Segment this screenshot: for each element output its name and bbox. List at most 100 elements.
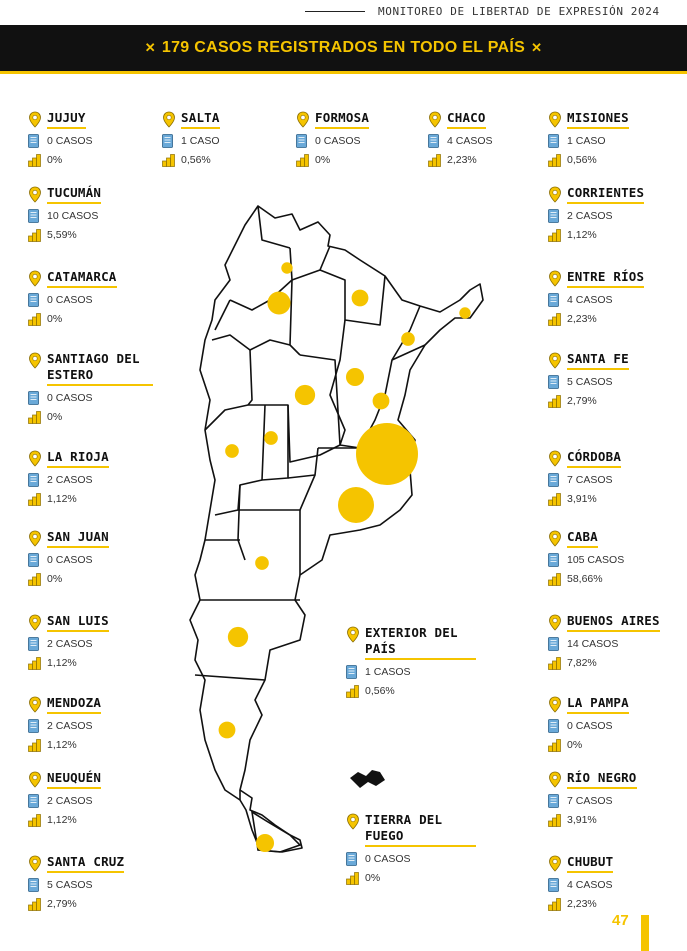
book-icon (162, 134, 173, 148)
province-catamarca: CATAMARCA 0 CASOS 0% (28, 269, 153, 326)
coins-icon (548, 572, 561, 586)
bubble-caba (356, 423, 418, 485)
location-pin-icon (162, 111, 176, 128)
location-pin-icon (428, 111, 442, 128)
province-santa-cruz: SANTA CRUZ 5 CASOS 2,79% (28, 854, 153, 911)
case-percentage: 0% (365, 872, 381, 884)
book-icon (28, 719, 39, 733)
coins-icon (548, 312, 561, 326)
location-pin-icon (548, 450, 562, 467)
province-name: CHUBUT (567, 854, 614, 873)
coins-icon (28, 656, 41, 670)
book-icon (548, 209, 559, 223)
province-buenos-aires: BUENOS AIRES 14 CASOS 7,82% (548, 613, 678, 670)
case-count: 1 CASOS (365, 666, 411, 678)
province-name: CORRIENTES (567, 185, 645, 204)
province-santiago-del-estero: SANTIAGO DEL ESTERO 0 CASOS 0% (28, 351, 153, 424)
book-icon (548, 293, 559, 307)
case-count: 14 CASOS (567, 638, 619, 650)
location-pin-icon (548, 614, 562, 631)
location-pin-icon (548, 855, 562, 872)
case-count: 1 CASO (181, 135, 220, 147)
case-count: 0 CASOS (567, 720, 613, 732)
bubble-cordoba (294, 384, 316, 406)
province-name: SANTIAGO DEL ESTERO (47, 351, 153, 386)
province-name: SAN JUAN (47, 529, 109, 548)
case-percentage: 0% (47, 154, 63, 166)
bubble-corrientes (401, 332, 415, 346)
case-count: 105 CASOS (567, 554, 625, 566)
case-percentage: 58,66% (567, 573, 603, 585)
coins-icon (28, 492, 41, 506)
header-rule (305, 11, 365, 12)
case-count: 4 CASOS (567, 879, 613, 891)
province-name: EXTERIOR DEL PAÍS (365, 625, 476, 660)
coins-icon (28, 153, 41, 167)
location-pin-icon (28, 111, 42, 128)
book-icon (28, 473, 39, 487)
book-icon (28, 209, 39, 223)
coins-icon (28, 410, 41, 424)
case-count: 0 CASOS (365, 853, 411, 865)
province-name: CABA (567, 529, 598, 548)
province-cordoba: CÓRDOBA 7 CASOS 3,91% (548, 449, 673, 506)
province-name: CÓRDOBA (567, 449, 622, 468)
case-count: 0 CASOS (47, 554, 93, 566)
bubble-rio-negro (227, 626, 249, 648)
case-percentage: 1,12% (47, 657, 77, 669)
location-pin-icon (28, 530, 42, 547)
case-count: 0 CASOS (315, 135, 361, 147)
province-rio-negro: RÍO NEGRO 7 CASOS 3,91% (548, 770, 673, 827)
province-name: FORMOSA (315, 110, 370, 129)
case-count: 0 CASOS (47, 135, 93, 147)
province-chaco: CHACO 4 CASOS 2,23% (428, 110, 553, 167)
coins-icon (548, 153, 561, 167)
coins-icon (548, 897, 561, 911)
bubble-san-luis (264, 431, 278, 445)
case-percentage: 2,79% (47, 898, 77, 910)
location-pin-icon (548, 111, 562, 128)
location-pin-icon (548, 530, 562, 547)
case-count: 7 CASOS (567, 474, 613, 486)
case-count: 2 CASOS (47, 795, 93, 807)
bubble-santa-cruz (255, 833, 275, 853)
book-icon (296, 134, 307, 148)
book-icon (28, 553, 39, 567)
case-percentage: 2,23% (447, 154, 477, 166)
bubble-santa-fe (345, 367, 365, 387)
book-icon (28, 878, 39, 892)
province-name: SAN LUIS (47, 613, 109, 632)
case-count: 0 CASOS (47, 392, 93, 404)
province-neuquen: NEUQUÉN 2 CASOS 1,12% (28, 770, 153, 827)
bubble-chaco (351, 289, 369, 307)
coins-icon (296, 153, 309, 167)
malvinas-shape (350, 770, 385, 788)
case-percentage: 1,12% (47, 493, 77, 505)
province-san-luis: SAN LUIS 2 CASOS 1,12% (28, 613, 153, 670)
province-chubut: CHUBUT 4 CASOS 2,23% (548, 854, 673, 911)
book-icon (28, 293, 39, 307)
bubble-chubut (218, 721, 236, 739)
bubble-salta (281, 262, 293, 274)
case-percentage: 2,23% (567, 898, 597, 910)
location-pin-icon (28, 352, 42, 369)
location-pin-icon (548, 270, 562, 287)
province-name: SANTA CRUZ (47, 854, 125, 873)
tierra-del-fuego-outline (250, 810, 302, 853)
province-name: MENDOZA (47, 695, 102, 714)
province-entre-rios: ENTRE RÍOS 4 CASOS 2,23% (548, 269, 673, 326)
coins-icon (548, 738, 561, 752)
province-corrientes: CORRIENTES 2 CASOS 1,12% (548, 185, 673, 242)
province-name: TIERRA DEL FUEGO (365, 812, 476, 847)
province-misiones: MISIONES 1 CASO 0,56% (548, 110, 673, 167)
book-icon (28, 794, 39, 808)
coins-icon (28, 312, 41, 326)
province-mendoza: MENDOZA 2 CASOS 1,12% (28, 695, 153, 752)
case-count: 0 CASOS (47, 294, 93, 306)
case-count: 2 CASOS (567, 210, 613, 222)
coins-icon (28, 897, 41, 911)
province-name: JUJUY (47, 110, 86, 129)
case-count: 2 CASOS (47, 638, 93, 650)
case-count: 4 CASOS (447, 135, 493, 147)
province-santa-fe: SANTA FE 5 CASOS 2,79% (548, 351, 673, 408)
